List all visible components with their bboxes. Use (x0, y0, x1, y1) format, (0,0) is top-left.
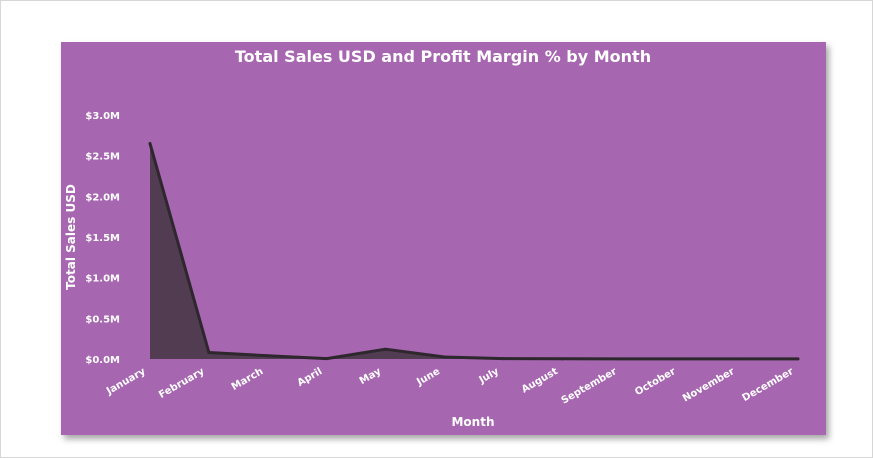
x-axis-label: Month (451, 415, 494, 429)
data-point[interactable] (560, 357, 564, 361)
area-chart: Total Sales USD and Profit Margin % by M… (61, 42, 826, 435)
data-point[interactable] (796, 357, 800, 361)
y-tick-label: $1.0M (85, 274, 120, 285)
data-point[interactable] (443, 355, 447, 359)
data-point[interactable] (325, 357, 329, 361)
data-point[interactable] (678, 357, 682, 361)
chart-title: Total Sales USD and Profit Margin % by M… (235, 47, 651, 66)
data-point[interactable] (384, 347, 388, 351)
y-tick-label: $3.0M (85, 111, 120, 122)
sales-line (148, 143, 798, 361)
chart-background (61, 42, 826, 435)
y-axis-ticks: $0.0M $0.5M $1.0M $1.5M $2.0M $2.5M $3.0M (85, 111, 120, 366)
y-tick-label: $0.5M (85, 314, 120, 325)
data-point[interactable] (619, 357, 623, 361)
data-point[interactable] (737, 357, 741, 361)
y-tick-label: $2.5M (85, 152, 120, 163)
data-point[interactable] (207, 350, 211, 354)
data-point[interactable] (266, 354, 270, 358)
chart-card[interactable]: Total Sales USD and Profit Margin % by M… (61, 42, 826, 435)
plot-area (148, 141, 800, 361)
y-tick-label: $1.5M (85, 233, 120, 244)
y-tick-label: $2.0M (85, 192, 120, 203)
y-tick-label: $0.0M (85, 355, 120, 366)
y-axis-label: Total Sales USD (64, 184, 78, 290)
data-point[interactable] (148, 141, 152, 145)
data-point[interactable] (501, 357, 505, 361)
